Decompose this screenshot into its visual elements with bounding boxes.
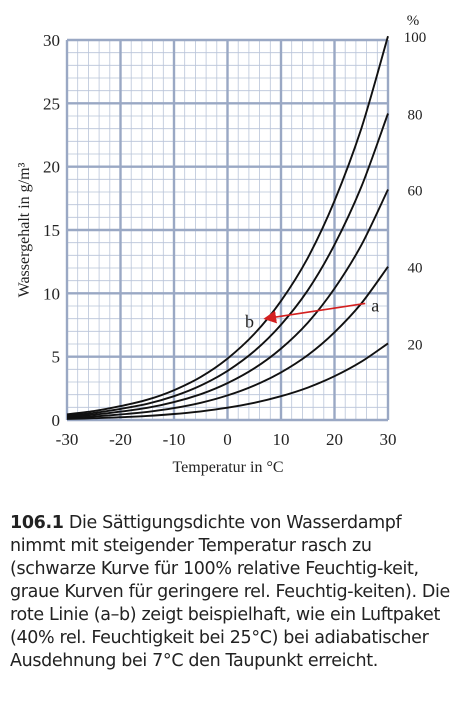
caption-number: 106.1 <box>10 513 64 533</box>
humidity-curves <box>66 35 389 420</box>
x-tick-label: -20 <box>109 430 132 449</box>
x-tick-label: 20 <box>326 430 343 449</box>
y-tick-label: 25 <box>43 94 60 113</box>
right-axis-unit: % <box>407 13 420 29</box>
point-label-b: b <box>245 312 254 332</box>
curve-60-percent <box>66 189 389 418</box>
x-tick-label: 10 <box>273 430 290 449</box>
x-axis-label: Temperatur in °C <box>172 459 283 476</box>
curve-40-percent <box>66 266 389 419</box>
annotation: ab <box>245 295 379 331</box>
caption-text: Die Sättigungsdichte von Wasserdampf nim… <box>10 513 450 671</box>
y-tick-label: 0 <box>52 411 61 430</box>
y-axis-label: Wassergehalt in g/m³ <box>16 162 33 297</box>
right-tick-label: 80 <box>408 107 423 123</box>
x-tick-label: 30 <box>380 430 397 449</box>
curve-80-percent <box>66 113 389 417</box>
red-arrow-a-b <box>263 302 366 324</box>
y-tick-label: 20 <box>43 158 60 177</box>
x-tick-label: -10 <box>163 430 186 449</box>
point-label-a: a <box>371 295 379 315</box>
x-tick-label: 0 <box>223 430 232 449</box>
curve-100-percent <box>66 35 389 416</box>
tick-labels: 0 5 10 15 20 25 30 -30 -20 -10 0 10 20 30 100 80 60 40 20 <box>43 30 426 449</box>
major-grid <box>65 38 390 422</box>
y-tick-label: 10 <box>43 284 60 303</box>
right-tick-label: 20 <box>408 337 423 353</box>
right-tick-label: 40 <box>408 261 423 277</box>
x-tick-label: -30 <box>56 430 79 449</box>
right-tick-label: 60 <box>408 183 423 199</box>
y-tick-label: 15 <box>43 221 60 240</box>
curve-20-percent <box>66 342 389 420</box>
y-tick-label: 5 <box>52 348 61 367</box>
right-tick-label: 100 <box>404 30 427 46</box>
y-tick-label: 30 <box>43 31 60 50</box>
figure-caption: 106.1 Die Sättigungsdichte von Wasserdam… <box>10 512 450 673</box>
